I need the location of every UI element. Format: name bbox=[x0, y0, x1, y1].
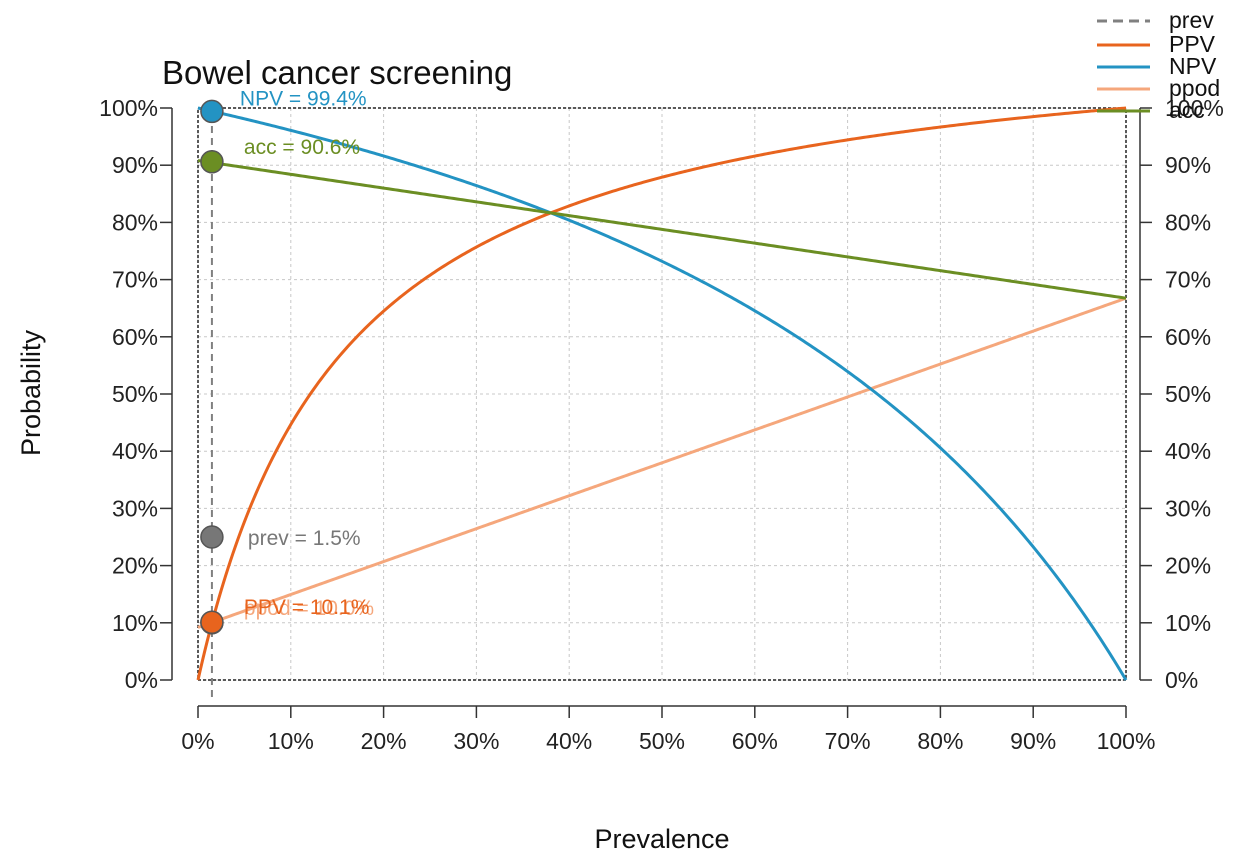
y-tick-label-right: 70% bbox=[1165, 267, 1211, 293]
y-tick-label-right: 10% bbox=[1165, 610, 1211, 636]
points-layer: prev = 1.5% ppod = 10.0%PPV = 10.1% acc = … bbox=[200, 87, 374, 635]
y-tick-label-left: 60% bbox=[112, 324, 158, 350]
x-tick-label: 60% bbox=[732, 728, 778, 754]
legend-label-prev: prev bbox=[1169, 7, 1214, 33]
x-tick-label: 30% bbox=[453, 728, 499, 754]
x-tick-label: 80% bbox=[917, 728, 963, 754]
point-ppv bbox=[200, 610, 224, 634]
x-tick-label: 10% bbox=[268, 728, 314, 754]
y-tick-label-left: 40% bbox=[112, 438, 158, 464]
y-tick-label-left: 0% bbox=[125, 667, 158, 693]
series-line-ppod bbox=[197, 296, 1127, 629]
y-tick-label-left: 10% bbox=[112, 610, 158, 636]
y-tick-label-right: 60% bbox=[1165, 324, 1211, 350]
prev-point-label: prev = 1.5% bbox=[248, 527, 361, 550]
y-tick-label-left: 70% bbox=[112, 267, 158, 293]
y-tick-label-left: 80% bbox=[112, 209, 158, 235]
series-line-acc bbox=[197, 159, 1127, 300]
point-label-ppv: PPV = 10.1% bbox=[244, 596, 369, 619]
y-tick-label-left: 20% bbox=[112, 553, 158, 579]
axes-layer: 0% 10% 20% 30% 40% 50% 60% 70% 80% 90% 100% 0% 0% 10%… bbox=[99, 95, 1224, 754]
legend-label-ppod: ppod bbox=[1169, 75, 1220, 101]
y-tick-label-left: 100% bbox=[99, 95, 158, 121]
legend-label-acc: acc bbox=[1169, 97, 1205, 123]
legend-label-npv: NPV bbox=[1169, 53, 1217, 79]
point-label-ppod: ppod = 10.0% bbox=[244, 597, 374, 620]
x-tick-label: 20% bbox=[361, 728, 407, 754]
y-tick-label-right: 30% bbox=[1165, 495, 1211, 521]
point-acc bbox=[200, 150, 224, 174]
x-tick-label: 50% bbox=[639, 728, 685, 754]
legend-label-ppv: PPV bbox=[1169, 31, 1216, 57]
chart-title: Bowel cancer screening bbox=[162, 54, 512, 91]
prev-point bbox=[200, 525, 224, 549]
x-tick-label: 0% bbox=[181, 728, 214, 754]
point-label-acc: acc = 90.6% bbox=[244, 136, 360, 159]
x-tick-label: 70% bbox=[825, 728, 871, 754]
series-line-npv bbox=[197, 106, 1128, 681]
y-tick-label-right: 40% bbox=[1165, 438, 1211, 464]
y-tick-label-right: 50% bbox=[1165, 381, 1211, 407]
y-tick-label-left: 90% bbox=[112, 152, 158, 178]
y-tick-label-left: 50% bbox=[112, 381, 158, 407]
y-tick-label-right: 90% bbox=[1165, 152, 1211, 178]
series-layer bbox=[196, 102, 1128, 700]
grid-layer bbox=[197, 107, 1127, 681]
point-npv bbox=[200, 99, 224, 124]
point-label-npv: NPV = 99.4% bbox=[240, 87, 367, 110]
y-tick-label-right: 20% bbox=[1165, 553, 1211, 579]
y-tick-label-right: 100% bbox=[1165, 95, 1224, 121]
x-tick-label: 100% bbox=[1097, 728, 1156, 754]
y-tick-label-left: 30% bbox=[112, 495, 158, 521]
x-axis-title: Prevalence bbox=[594, 824, 729, 854]
y-axis-title: Probability bbox=[16, 329, 46, 456]
x-tick-label: 90% bbox=[1010, 728, 1056, 754]
x-tick-label: 40% bbox=[546, 728, 592, 754]
y-tick-label-right: 0% bbox=[1165, 667, 1198, 693]
series-line-ppv bbox=[196, 106, 1127, 681]
y-tick-label-right: 80% bbox=[1165, 209, 1211, 235]
